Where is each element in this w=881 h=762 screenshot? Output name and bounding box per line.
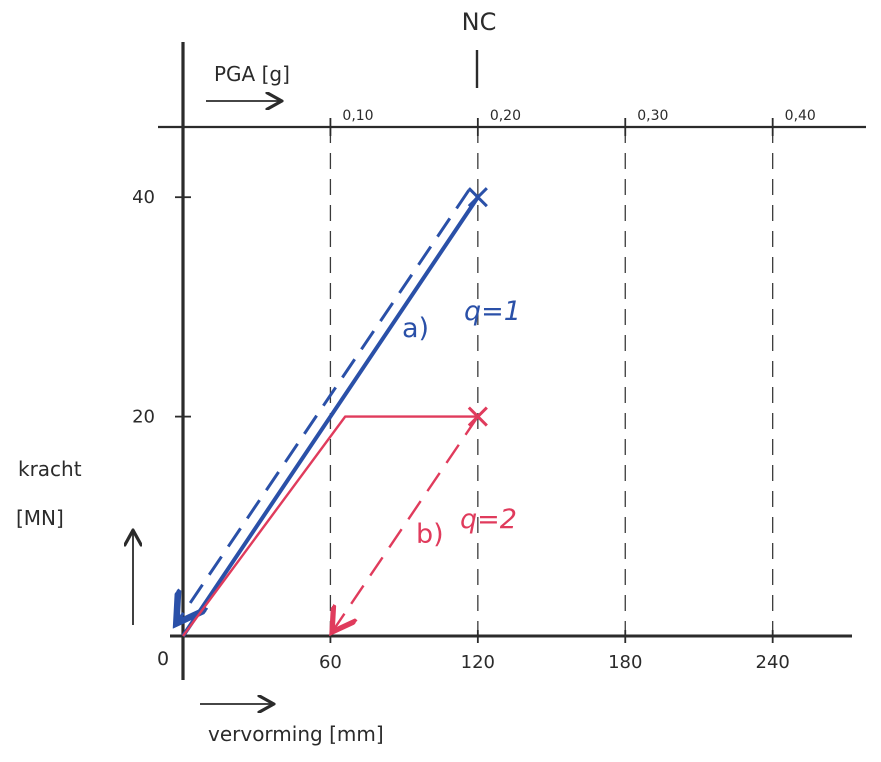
series-b-label: b) q=2: [416, 504, 517, 550]
nc-label: NC: [462, 8, 497, 36]
x-ticks: 60 120 180 240: [319, 630, 790, 673]
series-b-q: q=2: [460, 504, 517, 535]
x-tick-label-180: 180: [608, 652, 642, 673]
pga-tick-label-0,10: 0,10: [342, 108, 373, 124]
y-tick-label-20: 20: [132, 407, 155, 428]
series: [178, 187, 488, 638]
series-b-dashed-line: [333, 415, 479, 630]
pga-tick-label-0,20: 0,20: [490, 108, 521, 124]
series-a-letter: a): [402, 313, 429, 344]
x-axis-label: vervorming [mm]: [208, 722, 384, 746]
series-a-dashed-line: [178, 189, 471, 621]
grid-lines: [329, 127, 774, 636]
series-a-label: a) q=1: [402, 296, 521, 344]
pga-ticks: 0,10 0,20 0,30 0,40: [329, 108, 816, 136]
y-axis-label-line1: kracht: [18, 457, 82, 481]
series-b-end-marker-stroke2: [467, 406, 488, 427]
y-axis-label-line2: [MN]: [16, 506, 64, 530]
x-tick-label-120: 120: [461, 652, 495, 673]
x-tick-label-240: 240: [756, 652, 790, 673]
pga-tick-label-0,40: 0,40: [785, 108, 816, 124]
pga-axis-label: PGA [g]: [214, 62, 290, 86]
y-tick-label-40: 40: [132, 187, 155, 208]
series-a-solid-line: [181, 196, 480, 638]
series-a-end-marker-stroke2: [467, 187, 488, 208]
series-a-q: q=1: [464, 296, 521, 327]
series-b-letter: b): [416, 519, 444, 550]
origin-label: 0: [157, 648, 169, 670]
x-tick-label-60: 60: [319, 652, 342, 673]
pga-tick-label-0,30: 0,30: [637, 108, 668, 124]
series-b-solid-line: [182, 415, 478, 637]
